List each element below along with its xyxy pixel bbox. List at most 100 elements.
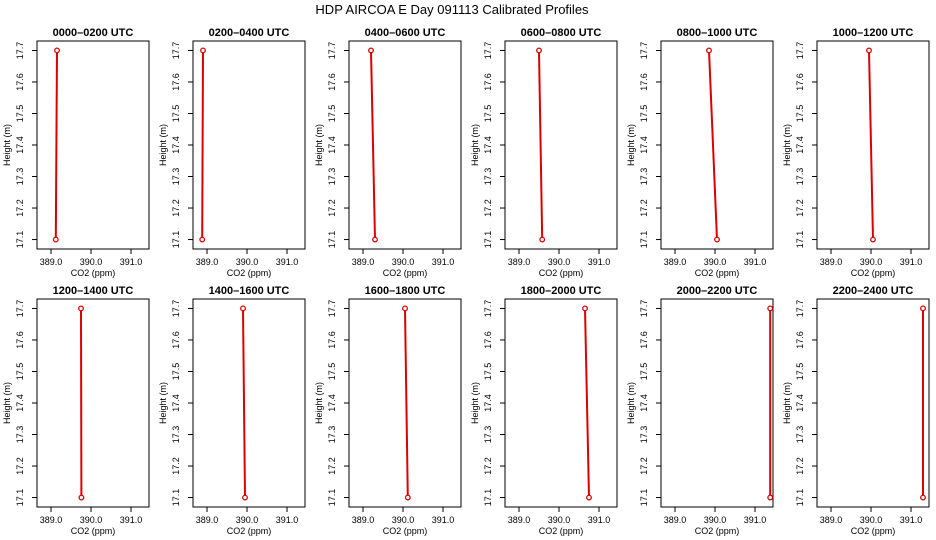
profile-line [404,308,409,498]
panel-7: 1200–1400 UTC 389.0 390.0 391.0 17.1 17.2 17.3… [2,285,150,536]
y-tick-label: 17.1 [639,489,649,507]
y-tick-label: 17.3 [327,168,337,186]
y-tick-label: 17.4 [327,394,337,412]
y-tick-label: 17.6 [795,331,805,349]
y-tick-label: 17.7 [327,42,337,60]
y-tick-label: 17.7 [639,42,649,60]
y-tick-label: 17.3 [171,426,181,444]
panel-title: 0600–0800 UTC [521,27,602,39]
x-tick-label: 389.0 [664,515,687,525]
panel-grid: 0000–0200 UTC 389.0 390.0 391.0 17.1 17.2 17.3… [2,27,930,536]
x-tick-label: 389.0 [508,515,531,525]
y-tick-label: 17.4 [15,136,25,154]
x-axis-label: CO2 (ppm) [539,526,584,536]
y-tick-label: 17.4 [795,394,805,412]
x-tick-label: 390.0 [392,515,415,525]
y-tick-label: 17.3 [15,168,25,186]
x-axis-label: CO2 (ppm) [227,526,272,536]
x-axis-label: CO2 (ppm) [851,526,896,536]
y-tick-label: 17.6 [639,73,649,91]
profile-line [54,50,58,240]
x-tick-label: 390.0 [80,515,103,525]
x-tick-label: 390.0 [548,515,571,525]
y-tick-label: 17.3 [327,426,337,444]
x-tick-label: 389.0 [352,515,375,525]
plot-frame [192,40,306,250]
y-tick-label: 17.3 [639,426,649,444]
data-point [870,236,876,243]
y-tick-label: 17.3 [171,168,181,186]
panel-5: 0800–1000 UTC 389.0 390.0 391.0 17.1 17.2 17.3… [626,27,774,278]
y-tick-label: 17.6 [483,73,493,91]
y-tick-label: 17.7 [327,300,337,318]
panel-title: 1200–1400 UTC [53,285,134,297]
data-point [866,47,872,54]
y-tick-label: 17.7 [15,42,25,60]
x-axis-label: CO2 (ppm) [71,268,116,278]
y-tick-label: 17.5 [639,363,649,381]
panel-11: 2000–2200 UTC 389.0 390.0 391.0 17.1 17.2 17.3… [626,285,774,536]
y-tick-label: 17.4 [15,394,25,412]
plot-frame [504,298,618,508]
y-tick-label: 17.4 [171,136,181,154]
x-tick-label: 391.0 [432,515,455,525]
panel-6: 1000–1200 UTC 389.0 390.0 391.0 17.1 17.2 17.3… [782,27,930,278]
y-tick-label: 17.2 [483,199,493,217]
data-point [404,494,411,501]
x-tick-label: 390.0 [860,515,883,525]
data-point [402,305,408,312]
x-axis-label: CO2 (ppm) [539,268,584,278]
y-tick-label: 17.1 [327,489,337,507]
y-tick-label: 17.2 [171,199,181,217]
figure-title: HDP AIRCOA E Day 091113 Calibrated Profi… [315,2,589,17]
x-tick-label: 391.0 [744,257,767,267]
data-point [372,236,378,243]
x-tick-label: 390.0 [704,257,727,267]
x-tick-label: 390.0 [392,257,415,267]
panel-3: 0400–0600 UTC 389.0 390.0 391.0 17.1 17.2 17.3… [314,27,462,278]
panel-12: 2200–2400 UTC 389.0 390.0 391.0 17.1 17.2 17.3… [782,285,930,536]
x-tick-label: 390.0 [548,257,571,267]
profile-line [370,50,376,240]
plot-frame [816,298,930,508]
x-tick-label: 389.0 [820,515,843,525]
y-tick-label: 17.3 [15,426,25,444]
y-tick-label: 17.6 [15,331,25,349]
y-tick-label: 17.1 [795,489,805,507]
panel-title: 2000–2200 UTC [677,285,758,297]
y-axis-label: Height (m) [2,382,12,424]
y-tick-label: 17.5 [15,105,25,123]
plot-frame [348,40,462,250]
y-axis-label: Height (m) [314,382,324,424]
y-tick-label: 17.1 [171,489,181,507]
y-tick-label: 17.6 [795,73,805,91]
profile-line [201,50,204,240]
y-tick-label: 17.5 [327,363,337,381]
x-tick-label: 390.0 [704,515,727,525]
data-point [52,236,59,243]
y-axis-label: Height (m) [470,124,480,166]
x-tick-label: 391.0 [120,515,143,525]
x-tick-label: 391.0 [588,257,611,267]
y-tick-label: 17.7 [795,42,805,60]
y-tick-label: 17.1 [171,231,181,249]
y-tick-label: 17.2 [15,457,25,475]
y-tick-label: 17.6 [327,331,337,349]
y-tick-label: 17.6 [483,331,493,349]
y-axis-label: Height (m) [158,124,168,166]
data-point [539,236,546,243]
y-tick-label: 17.5 [171,363,181,381]
y-tick-label: 17.2 [795,199,805,217]
profile-line [538,50,544,240]
y-axis-label: Height (m) [782,124,792,166]
y-tick-label: 17.7 [483,300,493,318]
y-tick-label: 17.2 [327,199,337,217]
x-tick-label: 391.0 [120,257,143,267]
y-tick-label: 17.3 [483,168,493,186]
data-point [920,494,926,501]
data-point [920,305,926,312]
x-tick-label: 389.0 [508,257,531,267]
data-point [767,305,774,312]
data-point [54,47,60,54]
